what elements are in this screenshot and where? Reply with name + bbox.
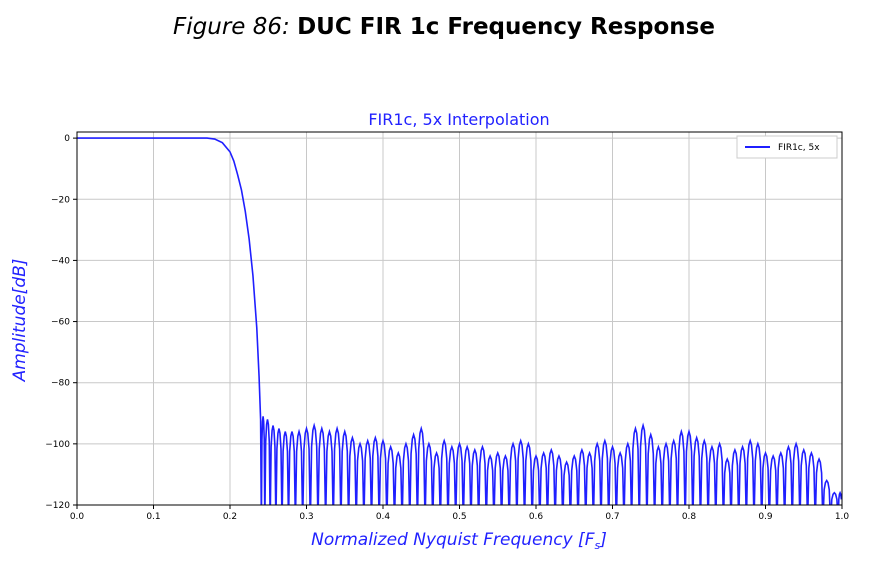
x-axis-label-main: Normalized Nyquist Frequency [F xyxy=(311,530,595,550)
x-axis-label: Normalized Nyquist Frequency [Fs] xyxy=(311,530,607,552)
y-tick-label: −100 xyxy=(45,440,70,450)
legend-box xyxy=(736,135,838,159)
x-tick-label: 0.0 xyxy=(70,512,85,522)
legend-label: FIR1c, 5x xyxy=(778,143,820,153)
y-axis-label: Amplitude[dB] xyxy=(10,259,30,383)
x-tick-label: 1.0 xyxy=(835,512,850,522)
x-tick-label: 0.8 xyxy=(682,512,697,522)
figure-number: Figure 86: xyxy=(173,14,290,40)
grid xyxy=(76,132,843,506)
x-tick-label: 0.6 xyxy=(529,512,544,522)
axis-ticks: 0.0 0.1 0.2 0.3 0.4 0.5 0.6 0.7 0.8 0.9 1.0 0 −20 −40… xyxy=(45,134,849,522)
legend: FIR1c, 5x xyxy=(736,135,838,159)
x-axis-label-subscript: s xyxy=(594,539,600,552)
x-tick-label: 0.7 xyxy=(605,512,619,522)
y-tick-label: −40 xyxy=(51,256,70,266)
x-tick-label: 0.1 xyxy=(146,512,160,522)
x-tick-label: 0.3 xyxy=(299,512,313,522)
y-tick-label: −120 xyxy=(45,501,70,511)
x-tick-label: 0.5 xyxy=(452,512,466,522)
x-tick-label: 0.4 xyxy=(376,512,391,522)
y-tick-label: 0 xyxy=(64,134,70,144)
y-tick-label: −20 xyxy=(51,195,70,205)
x-tick-label: 0.9 xyxy=(758,512,773,522)
x-tick-label: 0.2 xyxy=(223,512,237,522)
y-tick-label: −80 xyxy=(51,379,70,389)
chart-title: FIR1c, 5x Interpolation xyxy=(368,110,549,129)
x-axis-label-end: ] xyxy=(599,530,607,550)
figure-caption: Figure 86: DUC FIR 1c Frequency Response xyxy=(0,14,888,40)
series-layer xyxy=(77,137,842,505)
series-line-fir1c xyxy=(77,137,842,505)
figure-title: DUC FIR 1c Frequency Response xyxy=(297,14,715,40)
y-tick-label: −60 xyxy=(51,318,70,328)
